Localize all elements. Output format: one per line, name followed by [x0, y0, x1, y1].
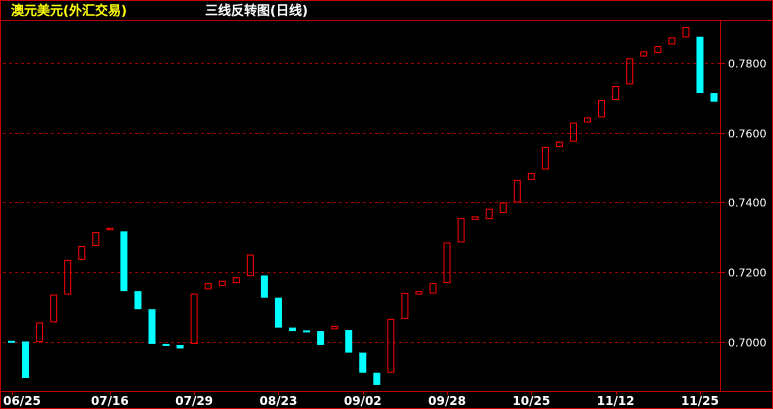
rising-brick — [190, 293, 198, 344]
brick-series — [8, 27, 718, 385]
rising-brick — [513, 179, 521, 203]
symbol-title: 澳元美元(外汇交易) — [11, 3, 127, 19]
rising-brick — [682, 27, 690, 38]
x-tick-label: 06/25 — [3, 394, 41, 408]
falling-brick — [696, 36, 704, 94]
rising-brick — [541, 146, 549, 170]
falling-brick — [317, 331, 325, 345]
x-tick-label: 08/23 — [260, 394, 298, 408]
rising-brick — [612, 86, 620, 100]
falling-brick — [359, 352, 367, 373]
falling-brick — [176, 344, 184, 349]
falling-brick — [289, 327, 296, 332]
chart-type-title: 三线反转图(日线) — [205, 3, 308, 19]
rising-brick — [92, 232, 100, 246]
rising-brick — [246, 254, 254, 277]
falling-brick — [134, 291, 142, 310]
rising-brick — [598, 99, 606, 118]
rising-brick — [499, 202, 507, 213]
x-tick-label: 07/29 — [175, 394, 213, 408]
falling-brick — [345, 330, 353, 353]
rising-brick — [232, 277, 240, 284]
falling-brick — [303, 330, 311, 333]
y-tick-label: 0.7000 — [728, 337, 767, 350]
y-tick-label: 0.7800 — [728, 58, 767, 71]
x-tick-label: 09/02 — [344, 394, 382, 408]
y-tick-label: 0.7400 — [728, 197, 767, 210]
rising-brick — [106, 227, 114, 231]
rising-brick — [218, 280, 226, 286]
rising-brick — [668, 37, 676, 45]
falling-brick — [260, 275, 268, 298]
rising-brick — [570, 122, 577, 142]
x-tick-label: 11/12 — [597, 394, 635, 408]
y-tick-label: 0.7600 — [728, 128, 767, 141]
rising-brick — [415, 291, 423, 295]
rising-brick — [36, 322, 44, 343]
rising-brick — [640, 51, 648, 57]
x-tick-label: 10/25 — [512, 394, 550, 408]
rising-brick — [78, 245, 86, 260]
rising-brick — [654, 46, 662, 54]
x-tick-label: 07/16 — [91, 394, 129, 408]
x-axis-ticks: 06/25 07/16 07/29 08/23 09/02 09/28 10/25 11/12… — [3, 391, 719, 408]
x-tick-label: 09/28 — [428, 394, 466, 408]
rising-brick — [387, 318, 395, 373]
rising-brick — [584, 117, 592, 123]
rising-brick — [555, 141, 563, 147]
falling-brick — [8, 340, 15, 343]
rising-brick — [443, 242, 451, 284]
falling-brick — [162, 343, 170, 346]
rising-brick — [204, 283, 212, 290]
rising-brick — [457, 218, 465, 243]
rising-brick — [50, 294, 58, 323]
grid-lines — [3, 63, 720, 343]
falling-brick — [148, 309, 156, 344]
rising-brick — [64, 259, 72, 295]
y-axis-ticks: 0.7000 0.7200 0.7400 0.7600 0.7800 — [720, 58, 767, 350]
falling-brick — [710, 93, 718, 102]
rising-brick — [626, 58, 634, 85]
x-tick-label: 11/25 — [681, 394, 719, 408]
falling-brick — [22, 341, 30, 378]
falling-brick — [373, 372, 381, 385]
rising-brick — [471, 216, 479, 220]
rising-brick — [485, 208, 493, 220]
y-tick-label: 0.7200 — [728, 267, 767, 280]
rising-brick — [401, 292, 409, 319]
rising-brick — [331, 325, 339, 330]
rising-brick — [527, 172, 535, 180]
falling-brick — [120, 231, 128, 292]
rising-brick — [429, 283, 437, 294]
falling-brick — [274, 297, 282, 328]
